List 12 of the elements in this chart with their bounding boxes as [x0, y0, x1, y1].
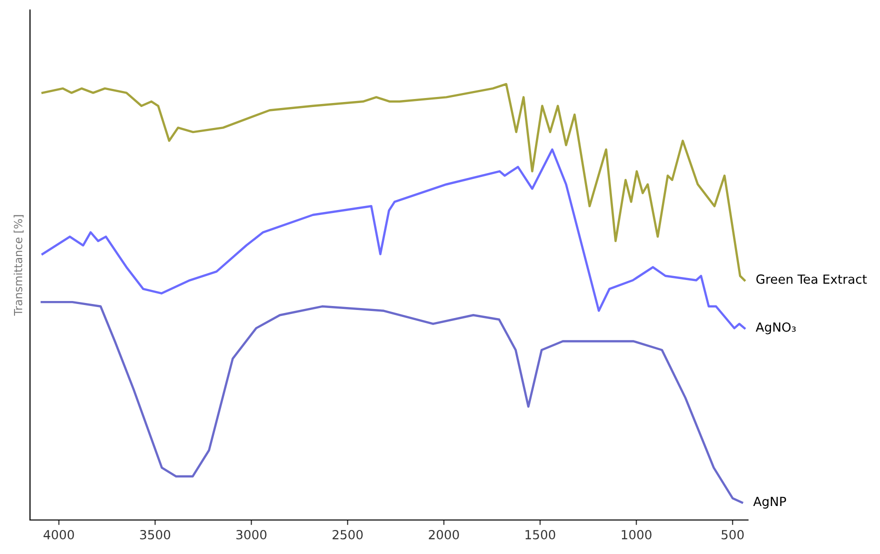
x-tick-label: 2500: [332, 530, 363, 540]
series-label: AgNP: [753, 496, 786, 509]
x-tick-label: 2000: [428, 530, 459, 540]
x-tick-label: 4000: [44, 530, 74, 540]
y-axis-title: Transmittance [%]: [14, 215, 24, 316]
x-tick-label: 1500: [526, 530, 556, 540]
x-tick-label: 3000: [236, 530, 266, 540]
x-tick-label: 500: [722, 530, 744, 540]
series-label: AgNO₃: [756, 322, 796, 334]
x-tick-label: 3500: [140, 530, 170, 540]
series-label: Green Tea Extract: [756, 274, 867, 284]
x-tick-label: 1000: [622, 530, 652, 540]
